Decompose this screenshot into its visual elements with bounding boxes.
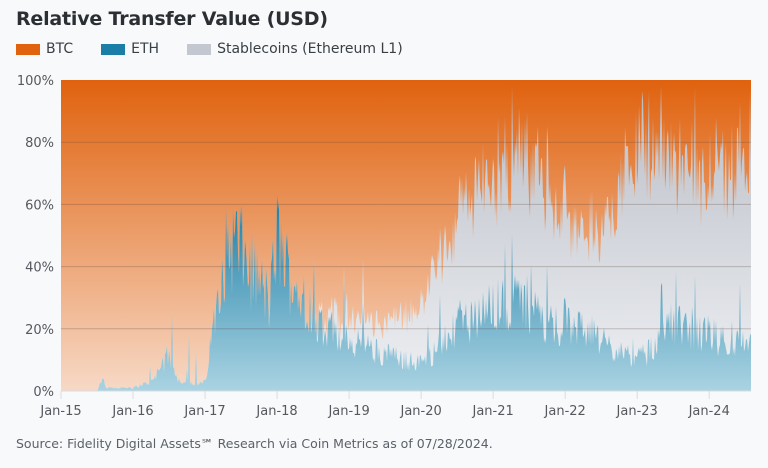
x-tick-label: Jan-17 — [183, 404, 225, 419]
legend-label-btc: BTC — [46, 41, 74, 57]
x-tick-label: Jan-16 — [111, 404, 153, 419]
x-tick-label: Jan-21 — [472, 404, 514, 419]
y-axis: 0% 20% 40% 60% 80% 100% — [17, 74, 54, 400]
source-note: Source: Fidelity Digital Assets℠ Researc… — [16, 436, 493, 451]
x-tick-label: Jan-23 — [616, 404, 658, 419]
legend-label-stablecoins: Stablecoins (Ethereum L1) — [217, 41, 403, 57]
y-tick-label: 0% — [33, 385, 54, 400]
y-tick-label: 40% — [25, 261, 54, 276]
legend-swatch-eth — [101, 43, 126, 55]
x-tick-label: Jan-18 — [255, 404, 297, 419]
y-tick-label: 20% — [25, 323, 54, 338]
legend-item-stablecoins: Stablecoins (Ethereum L1) — [187, 41, 403, 57]
y-tick-label: 80% — [25, 136, 54, 151]
x-tick-label: Jan-24 — [688, 404, 730, 419]
chart-legend: BTC ETH Stablecoins (Ethereum L1) — [16, 41, 431, 57]
x-tick-label: Jan-22 — [544, 404, 586, 419]
legend-item-btc: BTC — [16, 41, 73, 57]
area-eth — [61, 194, 751, 391]
legend-label-eth: ETH — [131, 41, 160, 57]
y-tick-label: 100% — [17, 74, 54, 89]
y-tick-label: 60% — [25, 198, 54, 213]
x-tick-label: Jan-15 — [39, 404, 81, 419]
legend-swatch-stablecoins — [187, 43, 212, 55]
gridlines — [61, 141, 751, 330]
chart-title: Relative Transfer Value (USD) — [16, 8, 328, 30]
x-tick-label: Jan-19 — [327, 404, 369, 419]
plot-area — [61, 80, 751, 391]
legend-item-eth: ETH — [101, 41, 159, 57]
x-axis: Jan-15 Jan-16 Jan-17 Jan-18 Jan-19 Jan-20 Jan-… — [39, 390, 751, 419]
x-tick-label: Jan-20 — [399, 404, 441, 419]
legend-swatch-btc — [16, 43, 40, 55]
